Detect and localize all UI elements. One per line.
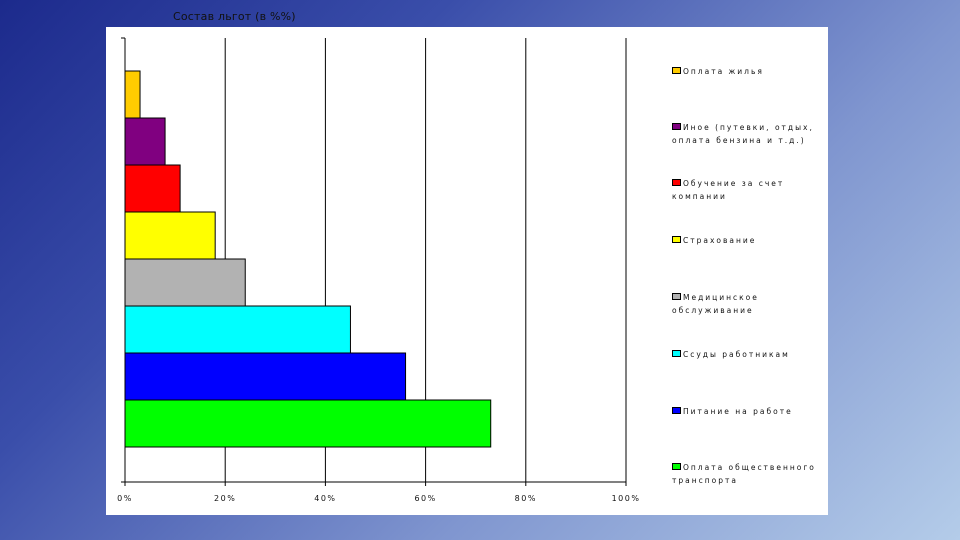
legend-swatch	[672, 179, 681, 186]
legend-item: Оплата общественного транспорта	[672, 461, 822, 487]
legend-label: Ссуды работникам	[683, 350, 790, 359]
legend-swatch	[672, 350, 681, 357]
legend-label: Оплата общественного транспорта	[672, 463, 816, 485]
legend-swatch	[672, 407, 681, 414]
legend-label: Обучение за счет компании	[672, 179, 785, 201]
chart-title: Состав льгот (в %%)	[173, 10, 296, 23]
bar	[124, 117, 166, 166]
legend-swatch	[672, 463, 681, 470]
x-tick-label: 0%	[117, 494, 133, 503]
x-tick-label: 100%	[612, 494, 641, 503]
legend-swatch	[672, 236, 681, 243]
x-tick-label: 60%	[414, 494, 436, 503]
x-tick-label: 20%	[214, 494, 236, 503]
bar	[124, 305, 351, 354]
legend-label: Медицинское обслуживание	[672, 293, 759, 315]
legend-item: Страхование	[672, 234, 822, 247]
bar	[124, 258, 246, 307]
x-tick-label: 40%	[314, 494, 336, 503]
legend-item: Питание на работе	[672, 405, 822, 418]
legend-item: Обучение за счет компании	[672, 177, 822, 203]
bar	[124, 164, 181, 213]
legend-swatch	[672, 293, 681, 300]
bar	[124, 211, 216, 260]
legend-label: Питание на работе	[683, 407, 793, 416]
legend-label: Оплата жилья	[683, 67, 764, 76]
chart-panel: 0% 20% 40% 60% 80% 100% Оплата жилья Иное (пут…	[106, 27, 828, 515]
legend-swatch	[672, 123, 681, 130]
bar	[124, 352, 407, 401]
legend-item: Медицинское обслуживание	[672, 291, 822, 317]
bar	[124, 399, 492, 448]
bar	[124, 70, 141, 119]
legend-swatch	[672, 67, 681, 74]
legend-label: Иное (путевки, отдых, оплата бензина и т…	[672, 123, 814, 145]
legend-label: Страхование	[683, 236, 757, 245]
x-tick-label: 80%	[515, 494, 537, 503]
bar-chart: 0% 20% 40% 60% 80% 100%	[117, 37, 641, 503]
legend-item: Ссуды работникам	[672, 348, 822, 361]
legend-item: Оплата жилья	[672, 65, 822, 78]
legend-item: Иное (путевки, отдых, оплата бензина и т…	[672, 121, 822, 147]
